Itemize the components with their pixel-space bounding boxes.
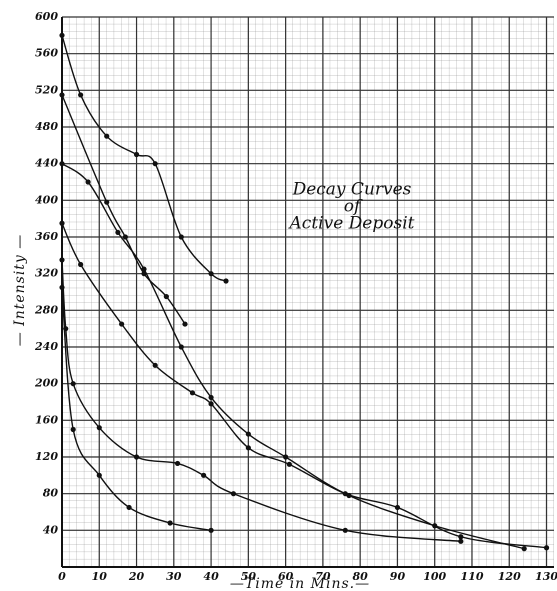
data-point [141, 266, 147, 272]
decay-curve [61, 222, 547, 549]
data-point [394, 504, 401, 511]
data-point [178, 234, 184, 240]
decay-curve [61, 259, 461, 543]
data-point [85, 179, 91, 185]
x-tick-label: 90 [390, 570, 406, 583]
data-point [59, 92, 65, 98]
y-tick-label: 240 [34, 340, 58, 353]
x-tick-label: 120 [498, 570, 521, 583]
data-point [223, 278, 229, 284]
y-tick-label: 600 [35, 10, 58, 23]
y-tick-label: 440 [35, 157, 58, 170]
y-tick-label: 320 [35, 267, 58, 280]
data-point [59, 284, 65, 291]
data-point [342, 527, 348, 533]
plot: 0 10 20 30 40 50 60 70 80 90 100 110 120 130 40 80 120 16… [12, 10, 557, 591]
data-point [201, 472, 207, 478]
x-tick-label: 20 [128, 570, 145, 583]
y-tick-label: 280 [34, 303, 58, 316]
data-point [521, 546, 527, 552]
data-point [167, 520, 173, 526]
x-tick-label: 50 [241, 570, 257, 583]
x-tick-label: 100 [423, 570, 446, 583]
data-point [119, 321, 125, 327]
data-point [178, 344, 184, 350]
x-tick-label: 70 [315, 570, 331, 583]
data-point [208, 271, 214, 277]
data-point [458, 538, 464, 544]
data-point [96, 472, 102, 478]
chart-title: Decay Curves [292, 180, 412, 200]
data-point [104, 199, 110, 205]
decay-curve [61, 35, 227, 282]
data-point [245, 431, 251, 437]
y-tick-label: 400 [35, 193, 58, 206]
data-point [133, 454, 140, 460]
y-axis-label: — Intensity — [12, 234, 28, 347]
x-tick-label: 130 [535, 570, 557, 583]
x-tick-label: 60 [278, 570, 294, 583]
x-axis-label: —Time in Mins.— [230, 576, 370, 591]
data-point [96, 425, 102, 431]
data-point [59, 257, 65, 263]
y-tick-label: 120 [35, 450, 58, 463]
data-point [230, 491, 237, 497]
data-point [174, 460, 181, 467]
data-point [189, 390, 196, 396]
y-tick-label: 80 [43, 487, 59, 500]
y-tick-label: 480 [35, 120, 58, 133]
y-tick-label: 560 [35, 47, 58, 60]
data-point [59, 161, 65, 167]
data-point [342, 491, 348, 497]
x-tick-label: 0 [58, 570, 66, 583]
decay-curve [61, 163, 525, 550]
data-point [543, 545, 550, 551]
data-point [182, 321, 188, 327]
y-tick-label: 520 [35, 83, 58, 96]
data-point [70, 426, 76, 433]
x-tick-label: 40 [203, 570, 219, 583]
data-point [283, 454, 289, 460]
data-point [163, 293, 169, 300]
data-point [122, 234, 128, 240]
y-tick-label: 160 [35, 413, 58, 426]
data-point [133, 151, 140, 158]
data-point [70, 381, 76, 387]
data-point [78, 92, 84, 98]
data-point [152, 362, 158, 368]
data-point [104, 133, 110, 139]
data-point [78, 261, 84, 268]
data-point [208, 527, 214, 533]
y-tick-label: 360 [35, 230, 58, 243]
data-point [245, 445, 251, 451]
data-point [152, 161, 158, 167]
chart-title: Active Deposit [288, 214, 415, 234]
data-point [59, 32, 65, 38]
data-point [208, 394, 214, 401]
data-point [126, 504, 132, 511]
data-point [286, 461, 292, 467]
y-tick-label: 40 [43, 523, 59, 536]
x-tick-label: 110 [461, 570, 484, 583]
x-tick-label: 30 [166, 570, 182, 583]
data-point [59, 220, 65, 226]
data-point [115, 229, 121, 236]
x-tick-label: 10 [92, 570, 108, 583]
chart-title: of [344, 197, 363, 217]
y-tick-label: 200 [34, 377, 58, 390]
data-point [208, 401, 214, 407]
graph-paper [62, 17, 554, 567]
data-point [458, 534, 464, 540]
x-tick-label: 80 [353, 570, 369, 583]
